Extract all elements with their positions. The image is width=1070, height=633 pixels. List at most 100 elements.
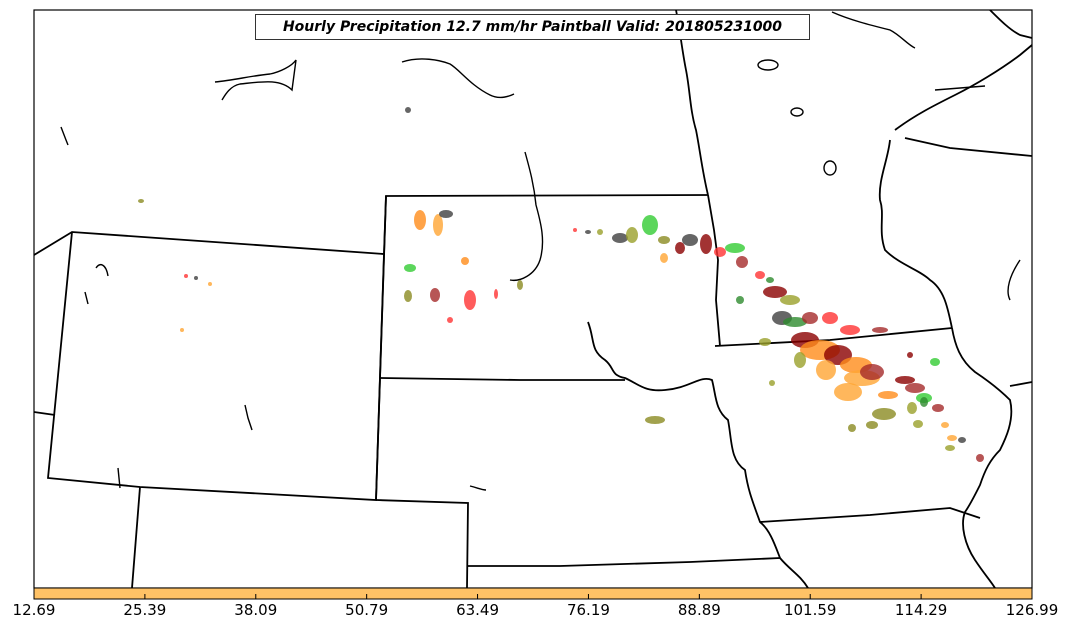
precip-blob [872,408,896,420]
precip-blob [645,416,665,424]
precip-blob [783,317,807,327]
precip-blob [682,234,698,246]
precip-blob [930,358,940,366]
colorado-boundary [131,486,141,589]
idaho-utah-line [33,411,56,416]
precip-blob [573,228,577,232]
precip-blob [769,380,775,386]
precip-blob [461,257,469,265]
minnesota-iowa-line [714,327,953,347]
precip-blob [822,312,838,324]
precip-blob [895,376,915,384]
colorbar-tick-label: 12.69 [12,601,56,619]
colorbar [33,587,1033,600]
small-lake-mt [60,126,69,146]
precip-blob [780,295,800,305]
precip-blob [612,233,628,243]
precip-blob [907,352,913,358]
lake-superior-north [989,9,1033,39]
precip-blob [816,360,836,380]
precip-blob [725,243,745,253]
precip-blob [860,364,884,380]
precip-blob [658,236,670,244]
precip-blob [878,391,898,399]
mississippi-river [951,327,1013,589]
colorbar-tick-label: 63.49 [456,601,500,619]
lake-sakakawea [401,58,515,99]
colorbar-tick-label: 76.19 [566,601,610,619]
precip-blob [404,264,416,272]
water-bodies [60,11,1021,491]
precip-blob [433,214,443,236]
colorbar-tick-label: 88.89 [677,601,721,619]
colorbar-tick-label: 38.09 [234,601,278,619]
precip-blob [763,286,787,298]
upper-mississippi [878,139,953,329]
colorbar-tick-label: 126.99 [1005,601,1059,619]
wisconsin-line [904,137,1033,157]
precip-blob [802,312,818,324]
precipitation-paintballs [138,107,984,462]
kansas-missouri-line [467,557,781,567]
precip-blob [517,280,523,290]
precip-blob [872,327,888,333]
small-lake-wy2 [95,264,109,277]
precip-blob [642,215,658,235]
lake-oahe [509,151,544,282]
precip-blob [759,338,771,346]
precip-blob [834,383,862,401]
precip-blob [626,227,638,243]
red-river [675,9,709,196]
devils-lake [757,59,779,71]
small-lake-wy [244,404,253,431]
precip-blob [675,242,685,254]
nebraska-north-line [379,377,625,381]
precip-blob [976,454,984,462]
sd-wyoming-line [375,195,387,501]
precip-blob [464,290,476,310]
precip-blob [138,199,144,203]
fort-peck-lake [214,59,297,101]
precip-blob [866,421,878,429]
state-boundaries [33,9,1033,589]
precip-blob [840,325,860,335]
precip-blob [660,253,668,263]
map-title: Hourly Precipitation 12.7 mm/hr Paintbal… [255,14,810,40]
precip-blob [913,420,923,428]
precip-blob [932,404,944,412]
precip-blob [920,397,928,407]
precip-blob [597,229,603,235]
small-lake-wy3 [84,291,89,305]
precip-blob [405,107,411,113]
precip-blob [736,296,744,304]
precip-blob [794,352,806,368]
precip-blob [947,435,957,441]
precip-blob [958,437,966,443]
lake-superior-shore [894,44,1033,131]
small-lake-ks [469,485,487,491]
precip-blob [447,317,453,323]
minnesota-west-line [707,194,721,347]
precip-blob [941,422,949,428]
precip-blob [439,210,453,218]
precip-blob [430,288,440,302]
precip-blob [585,230,591,234]
colorbar-tick-label: 50.79 [345,601,389,619]
illinois-indiana-line [1009,381,1033,387]
missouri-river [587,321,809,589]
precip-blob [766,277,774,283]
precip-blob [194,276,198,280]
lake-michigan-shore [1007,259,1021,301]
wisconsin-lake [934,85,986,91]
map-frame [33,9,1033,589]
precip-blob [494,289,498,299]
precip-blob [848,424,856,432]
precip-blob [180,328,184,332]
precip-blob [700,234,712,254]
upper-red-lake [790,107,804,117]
precip-blob [184,274,188,278]
precip-blob [208,282,212,286]
precip-blob [905,383,925,393]
precip-blob [907,402,917,414]
